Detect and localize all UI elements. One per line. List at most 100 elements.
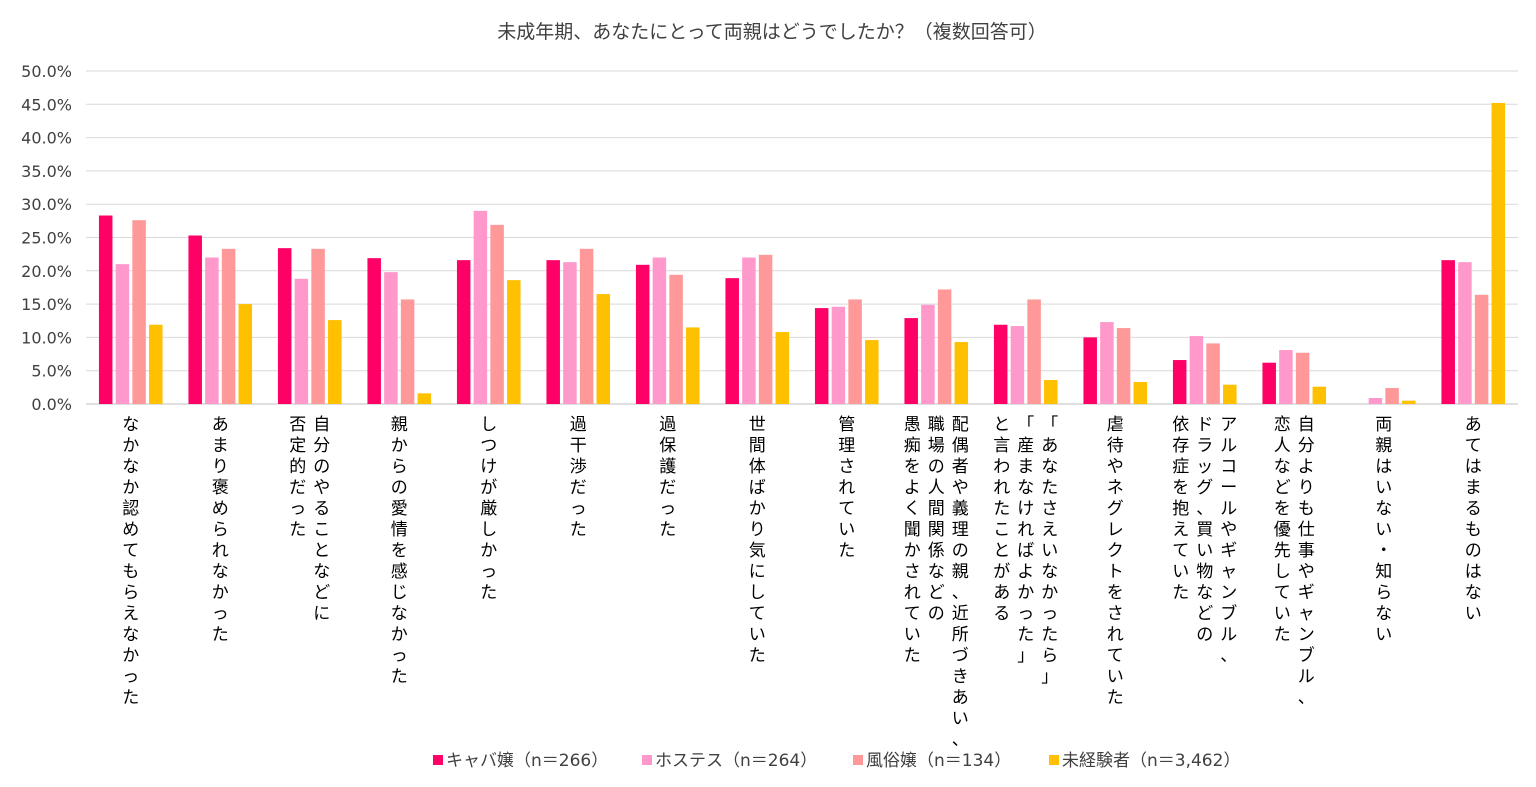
- x-tick-char: た: [391, 667, 408, 687]
- x-tick-char: い: [952, 709, 969, 729]
- x-tick-char: 者: [952, 457, 969, 477]
- x-tick-char: を: [391, 541, 408, 561]
- x-tick-char: れ: [904, 583, 921, 603]
- bar: [596, 294, 611, 404]
- x-tick-char: に: [749, 562, 766, 582]
- x-tick-char: し: [749, 583, 766, 603]
- x-tick-char: っ: [659, 499, 676, 519]
- x-tick-char: を: [1107, 583, 1124, 603]
- bar: [311, 248, 325, 404]
- x-tick-char: と: [993, 541, 1010, 561]
- x-tick-char: 痴: [904, 436, 921, 456]
- x-tick-char: 、: [952, 730, 969, 750]
- x-tick-char: 愚: [904, 415, 921, 435]
- x-tick-char: ン: [1220, 583, 1237, 603]
- bar: [725, 278, 739, 404]
- x-tick-char: ャ: [1220, 562, 1237, 582]
- x-tick-char: な: [1375, 499, 1392, 519]
- x-tick-char: し: [1274, 562, 1291, 582]
- x-tick-char: 褒: [212, 478, 229, 498]
- x-tick-char: れ: [838, 478, 855, 498]
- x-tick-char: は: [1375, 457, 1392, 477]
- x-tick-char: る: [1465, 499, 1482, 519]
- x-tick-char: た: [838, 541, 855, 561]
- x-tick-char: な: [1274, 457, 1291, 477]
- x-tick-char: や: [1220, 520, 1237, 540]
- x-tick-char: っ: [212, 604, 229, 624]
- x-tick-char: い: [1375, 478, 1392, 498]
- legend-swatch: [853, 755, 863, 765]
- bar: [954, 342, 969, 404]
- x-tick-char: 」: [1041, 667, 1058, 687]
- x-tick-char: な: [1375, 604, 1392, 624]
- x-tick-char: さ: [838, 457, 855, 477]
- x-tick-char: た: [659, 520, 676, 540]
- x-tick-char: ア: [1220, 415, 1237, 435]
- x-tick-char: 事: [1298, 541, 1315, 561]
- x-tick-char: た: [1274, 625, 1291, 645]
- x-tick-char: り: [1298, 478, 1315, 498]
- x-tick-char: や: [313, 478, 330, 498]
- y-tick-label: 50.0%: [21, 62, 72, 81]
- x-tick-char: 依: [1172, 415, 1189, 435]
- x-tick-char: 聞: [904, 520, 921, 540]
- x-tick-char: ギ: [1220, 541, 1237, 561]
- x-tick-char: し: [480, 415, 497, 435]
- x-tick-char: て: [1465, 436, 1482, 456]
- x-tick-char: 愛: [391, 499, 408, 519]
- x-tick-char: 偶: [952, 436, 969, 456]
- x-tick-char: さ: [904, 562, 921, 582]
- x-tick-char: を: [904, 457, 921, 477]
- x-tick-char: 認: [122, 499, 139, 519]
- bar: [1295, 352, 1310, 404]
- x-tick-char: ル: [1220, 499, 1237, 519]
- legend-label: ホステス（n＝264）: [655, 751, 817, 771]
- x-tick-char: よ: [904, 478, 921, 498]
- x-tick-char: の: [1465, 541, 1482, 561]
- x-tick-char: 待: [1107, 436, 1124, 456]
- x-tick-char: 、: [952, 583, 969, 603]
- x-tick-char: た: [993, 499, 1010, 519]
- x-tick-char: え: [1041, 520, 1058, 540]
- x-tick-char: れ: [212, 541, 229, 561]
- bar: [937, 289, 952, 404]
- x-tick-char: あ: [1041, 436, 1058, 456]
- bar: [367, 258, 381, 404]
- x-tick-char: グ: [1107, 499, 1124, 519]
- x-tick-char: や: [1298, 562, 1315, 582]
- y-tick-label: 0.0%: [31, 395, 72, 414]
- x-tick-char: や: [952, 478, 969, 498]
- x-tick-char: 恋: [1274, 414, 1291, 435]
- x-tick-char: い: [749, 625, 766, 645]
- x-tick-char: い: [1196, 541, 1213, 561]
- x-tick-char: か: [1017, 583, 1034, 603]
- bar: [563, 262, 577, 404]
- bar: [652, 257, 667, 404]
- x-tick-char: じ: [391, 583, 408, 603]
- bar: [1223, 384, 1237, 404]
- x-tick-char: と: [313, 541, 330, 561]
- bar: [490, 224, 504, 404]
- x-tick-char: 両: [1375, 415, 1392, 435]
- bar: [1044, 380, 1058, 404]
- x-tick-char: た: [1107, 688, 1124, 708]
- x-tick-char: 症: [1172, 457, 1189, 477]
- x-tick-char: く: [904, 499, 921, 519]
- x-tick-char: た: [289, 520, 306, 540]
- x-tick-char: た: [749, 646, 766, 666]
- bar: [473, 210, 488, 404]
- x-tick-char: あ: [212, 415, 229, 435]
- bar: [400, 299, 415, 404]
- x-tick-char: た: [1041, 478, 1058, 498]
- x-tick-char: を: [1274, 499, 1291, 519]
- x-tick-char: こ: [313, 520, 330, 540]
- x-tick-char: い: [1375, 520, 1392, 540]
- x-tick-char: え: [122, 604, 139, 624]
- x-tick-char: 」: [1017, 646, 1034, 666]
- x-tick-char: た: [1172, 583, 1189, 603]
